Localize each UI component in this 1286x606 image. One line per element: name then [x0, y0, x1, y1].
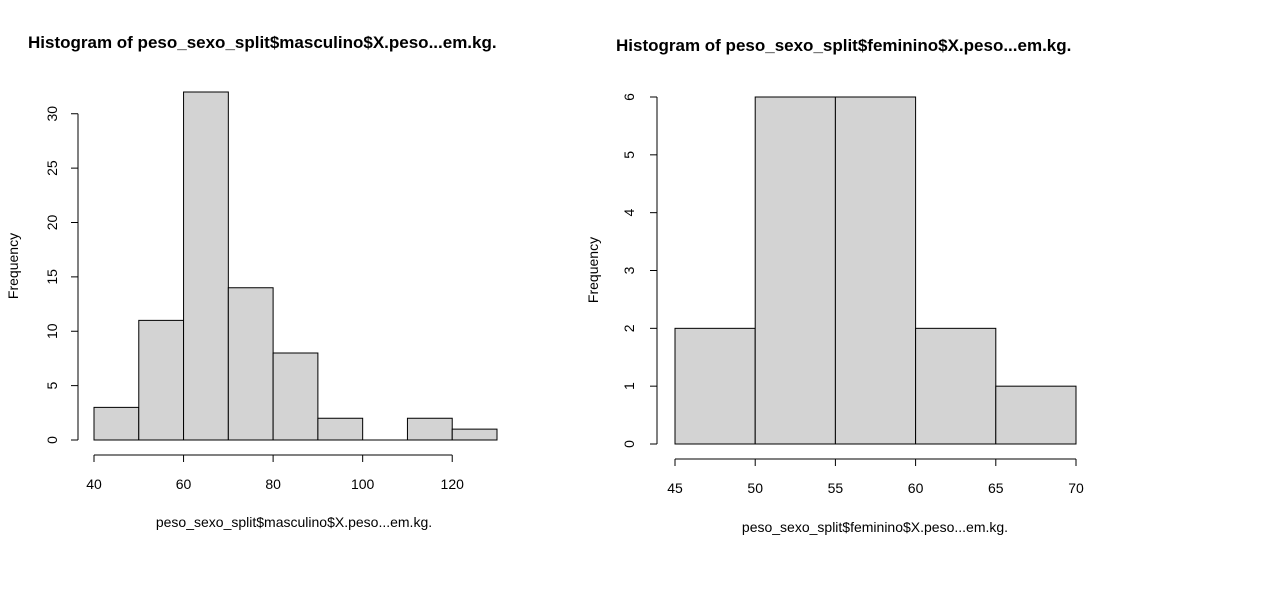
masculino-bar-110-120	[406, 417, 453, 441]
masculino-y-tick-label: 0	[44, 436, 60, 444]
masculino-y-tick-label: 25	[44, 160, 60, 176]
masculino-bars	[93, 91, 498, 441]
masculino-bar-70-80	[227, 287, 274, 441]
masculino-y-tick-label: 30	[44, 106, 60, 122]
masculino-x-tick-label: 100	[351, 476, 375, 492]
feminino-y-axis: 0 1 2 3 4 5 6	[621, 93, 658, 448]
feminino-y-tick-label: 0	[621, 440, 637, 448]
feminino-y-tick-label: 3	[621, 266, 637, 274]
feminino-y-tick-label: 5	[621, 151, 637, 159]
masculino-bar-50-60	[138, 319, 185, 441]
feminino-x-axis: 45 50 55 60 65 70	[667, 458, 1084, 496]
feminino-x-tick-label: 55	[828, 480, 844, 496]
feminino-bar-50-55	[754, 96, 836, 445]
masculino-x-axis: 40 60 80 100 120	[86, 454, 465, 492]
masculino-y-tick-label: 10	[44, 323, 60, 339]
feminino-y-tick-label: 4	[621, 209, 637, 217]
masculino-y-tick-label: 5	[44, 382, 60, 390]
feminino-bar-45-50	[674, 327, 756, 445]
masculino-y-axis-label: Frequency	[5, 233, 21, 299]
feminino-bars	[674, 96, 1077, 445]
feminino-y-tick-label: 2	[621, 324, 637, 332]
feminino-y-tick-label: 1	[621, 382, 637, 390]
masculino-y-tick-label: 15	[44, 269, 60, 285]
masculino-y-tick-label: 20	[44, 215, 60, 231]
masculino-chart-title: Histogram of peso_sexo_split$masculino$X…	[28, 33, 497, 52]
masculino-x-axis-label: peso_sexo_split$masculino$X.peso...em.kg…	[156, 514, 432, 530]
masculino-bar-80-90	[272, 352, 319, 441]
masculino-bar-120-130	[451, 428, 498, 441]
masculino-y-axis: 0 5 10 15 20 25 30	[44, 106, 79, 444]
feminino-x-tick-label: 65	[988, 480, 1004, 496]
masculino-x-tick-label: 120	[441, 476, 465, 492]
masculino-x-tick-label: 40	[86, 476, 102, 492]
masculino-bar-90-100	[317, 417, 364, 441]
histogram-masculino-panel: 40 60 80 100 120 0 5 10 15 20 25 30 Histogram of p…	[5, 33, 498, 530]
feminino-bar-55-60	[834, 96, 917, 445]
masculino-x-tick-label: 60	[176, 476, 192, 492]
feminino-y-axis-label: Frequency	[585, 237, 601, 303]
masculino-bar-40-50	[93, 406, 140, 441]
feminino-chart-title: Histogram of peso_sexo_split$feminino$X.…	[616, 36, 1071, 55]
feminino-x-tick-label: 70	[1068, 480, 1084, 496]
feminino-x-axis-label: peso_sexo_split$feminino$X.peso...em.kg.	[742, 519, 1008, 535]
feminino-bar-65-70	[995, 385, 1077, 445]
feminino-x-tick-label: 50	[747, 480, 763, 496]
masculino-x-tick-label: 80	[265, 476, 281, 492]
feminino-y-tick-label: 6	[621, 93, 637, 101]
masculino-bar-60-70	[183, 91, 229, 441]
feminino-x-tick-label: 45	[667, 480, 683, 496]
feminino-bar-60-65	[915, 327, 997, 445]
feminino-x-tick-label: 60	[908, 480, 924, 496]
